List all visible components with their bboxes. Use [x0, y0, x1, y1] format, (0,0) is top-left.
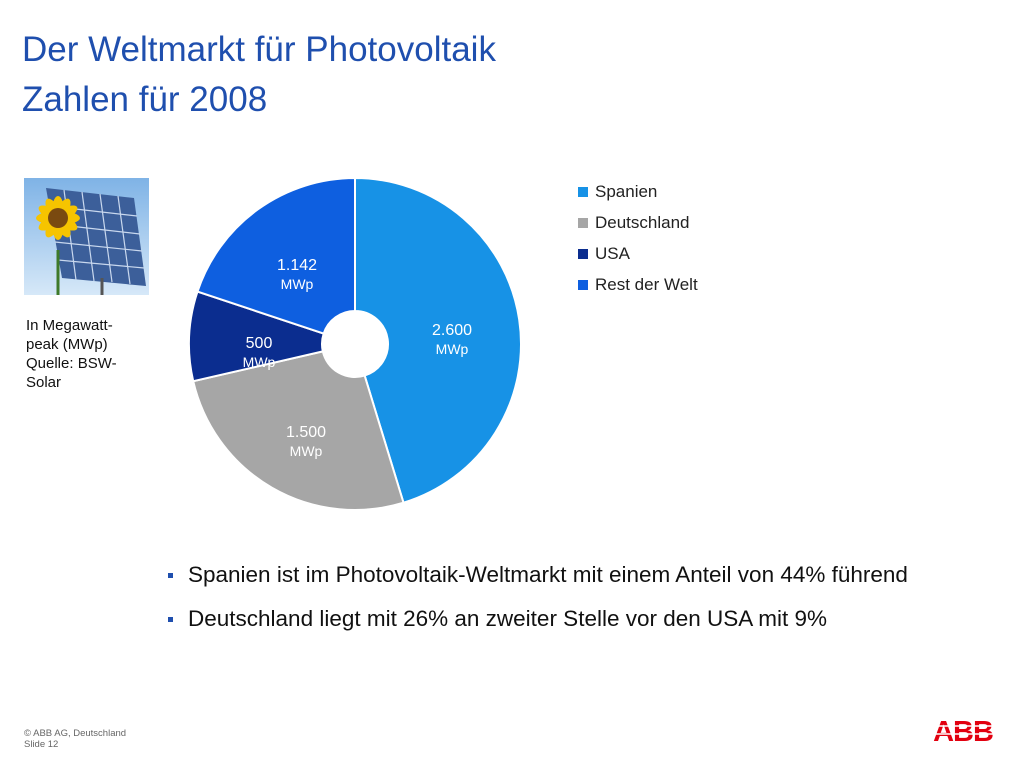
data-label-value: 1.142	[277, 257, 317, 274]
slide-title: Der Weltmarkt für Photovoltaik	[22, 30, 496, 69]
legend-label: Deutschland	[595, 212, 690, 232]
legend-swatch	[578, 217, 588, 228]
legend-swatch	[578, 186, 588, 197]
chart-legend: Spanien Deutschland USA Rest der Welt	[578, 176, 698, 300]
bullet-list: Spanien ist im Photovoltaik-Weltmarkt mi…	[168, 560, 928, 648]
legend-item: Rest der Welt	[578, 269, 698, 300]
donut-slice-spanien	[354, 176, 522, 505]
bullet-marker-icon	[168, 617, 173, 622]
abb-logo: ABB	[926, 716, 1000, 744]
bullet-text: Spanien ist im Photovoltaik-Weltmarkt mi…	[188, 562, 908, 587]
data-label-unit: MWp	[290, 443, 323, 459]
donut-slice-deutschland	[192, 350, 405, 511]
bullet-item: Deutschland liegt mit 26% an zweiter Ste…	[168, 604, 928, 634]
slide-subtitle: Zahlen für 2008	[22, 80, 268, 119]
data-label-value: 2.600	[432, 322, 472, 339]
bullet-marker-icon	[168, 573, 173, 578]
legend-label: Spanien	[595, 181, 658, 201]
data-label-value: 500	[246, 335, 273, 352]
footer-copyright: © ABB AG, Deutschland	[24, 728, 127, 739]
legend-swatch	[578, 279, 588, 290]
legend-item: USA	[578, 238, 698, 269]
data-label-unit: MWp	[243, 354, 276, 370]
source-note: In Megawatt-peak (MWp) Quelle: BSW-Solar	[26, 317, 117, 391]
donut-slice-rest-der-welt	[196, 176, 356, 335]
footer: © ABB AG, Deutschland Slide 12	[24, 728, 126, 750]
legend-item: Deutschland	[578, 207, 698, 238]
data-label-value: 1.500	[286, 424, 326, 441]
bullet-item: Spanien ist im Photovoltaik-Weltmarkt mi…	[168, 560, 928, 590]
solar-panel-sunflower-photo	[24, 178, 149, 295]
bullet-text: Deutschland liegt mit 26% an zweiter Ste…	[188, 606, 828, 631]
legend-item: Spanien	[578, 176, 698, 207]
legend-label: USA	[595, 243, 630, 263]
data-label-unit: MWp	[281, 276, 314, 292]
legend-swatch	[578, 248, 588, 259]
abb-logo-text: ABB	[933, 716, 993, 744]
data-label-unit: MWp	[436, 341, 469, 357]
legend-label: Rest der Welt	[595, 274, 698, 294]
footer-slide-number: Slide 12	[24, 739, 59, 750]
donut-slice-usa	[188, 290, 325, 383]
